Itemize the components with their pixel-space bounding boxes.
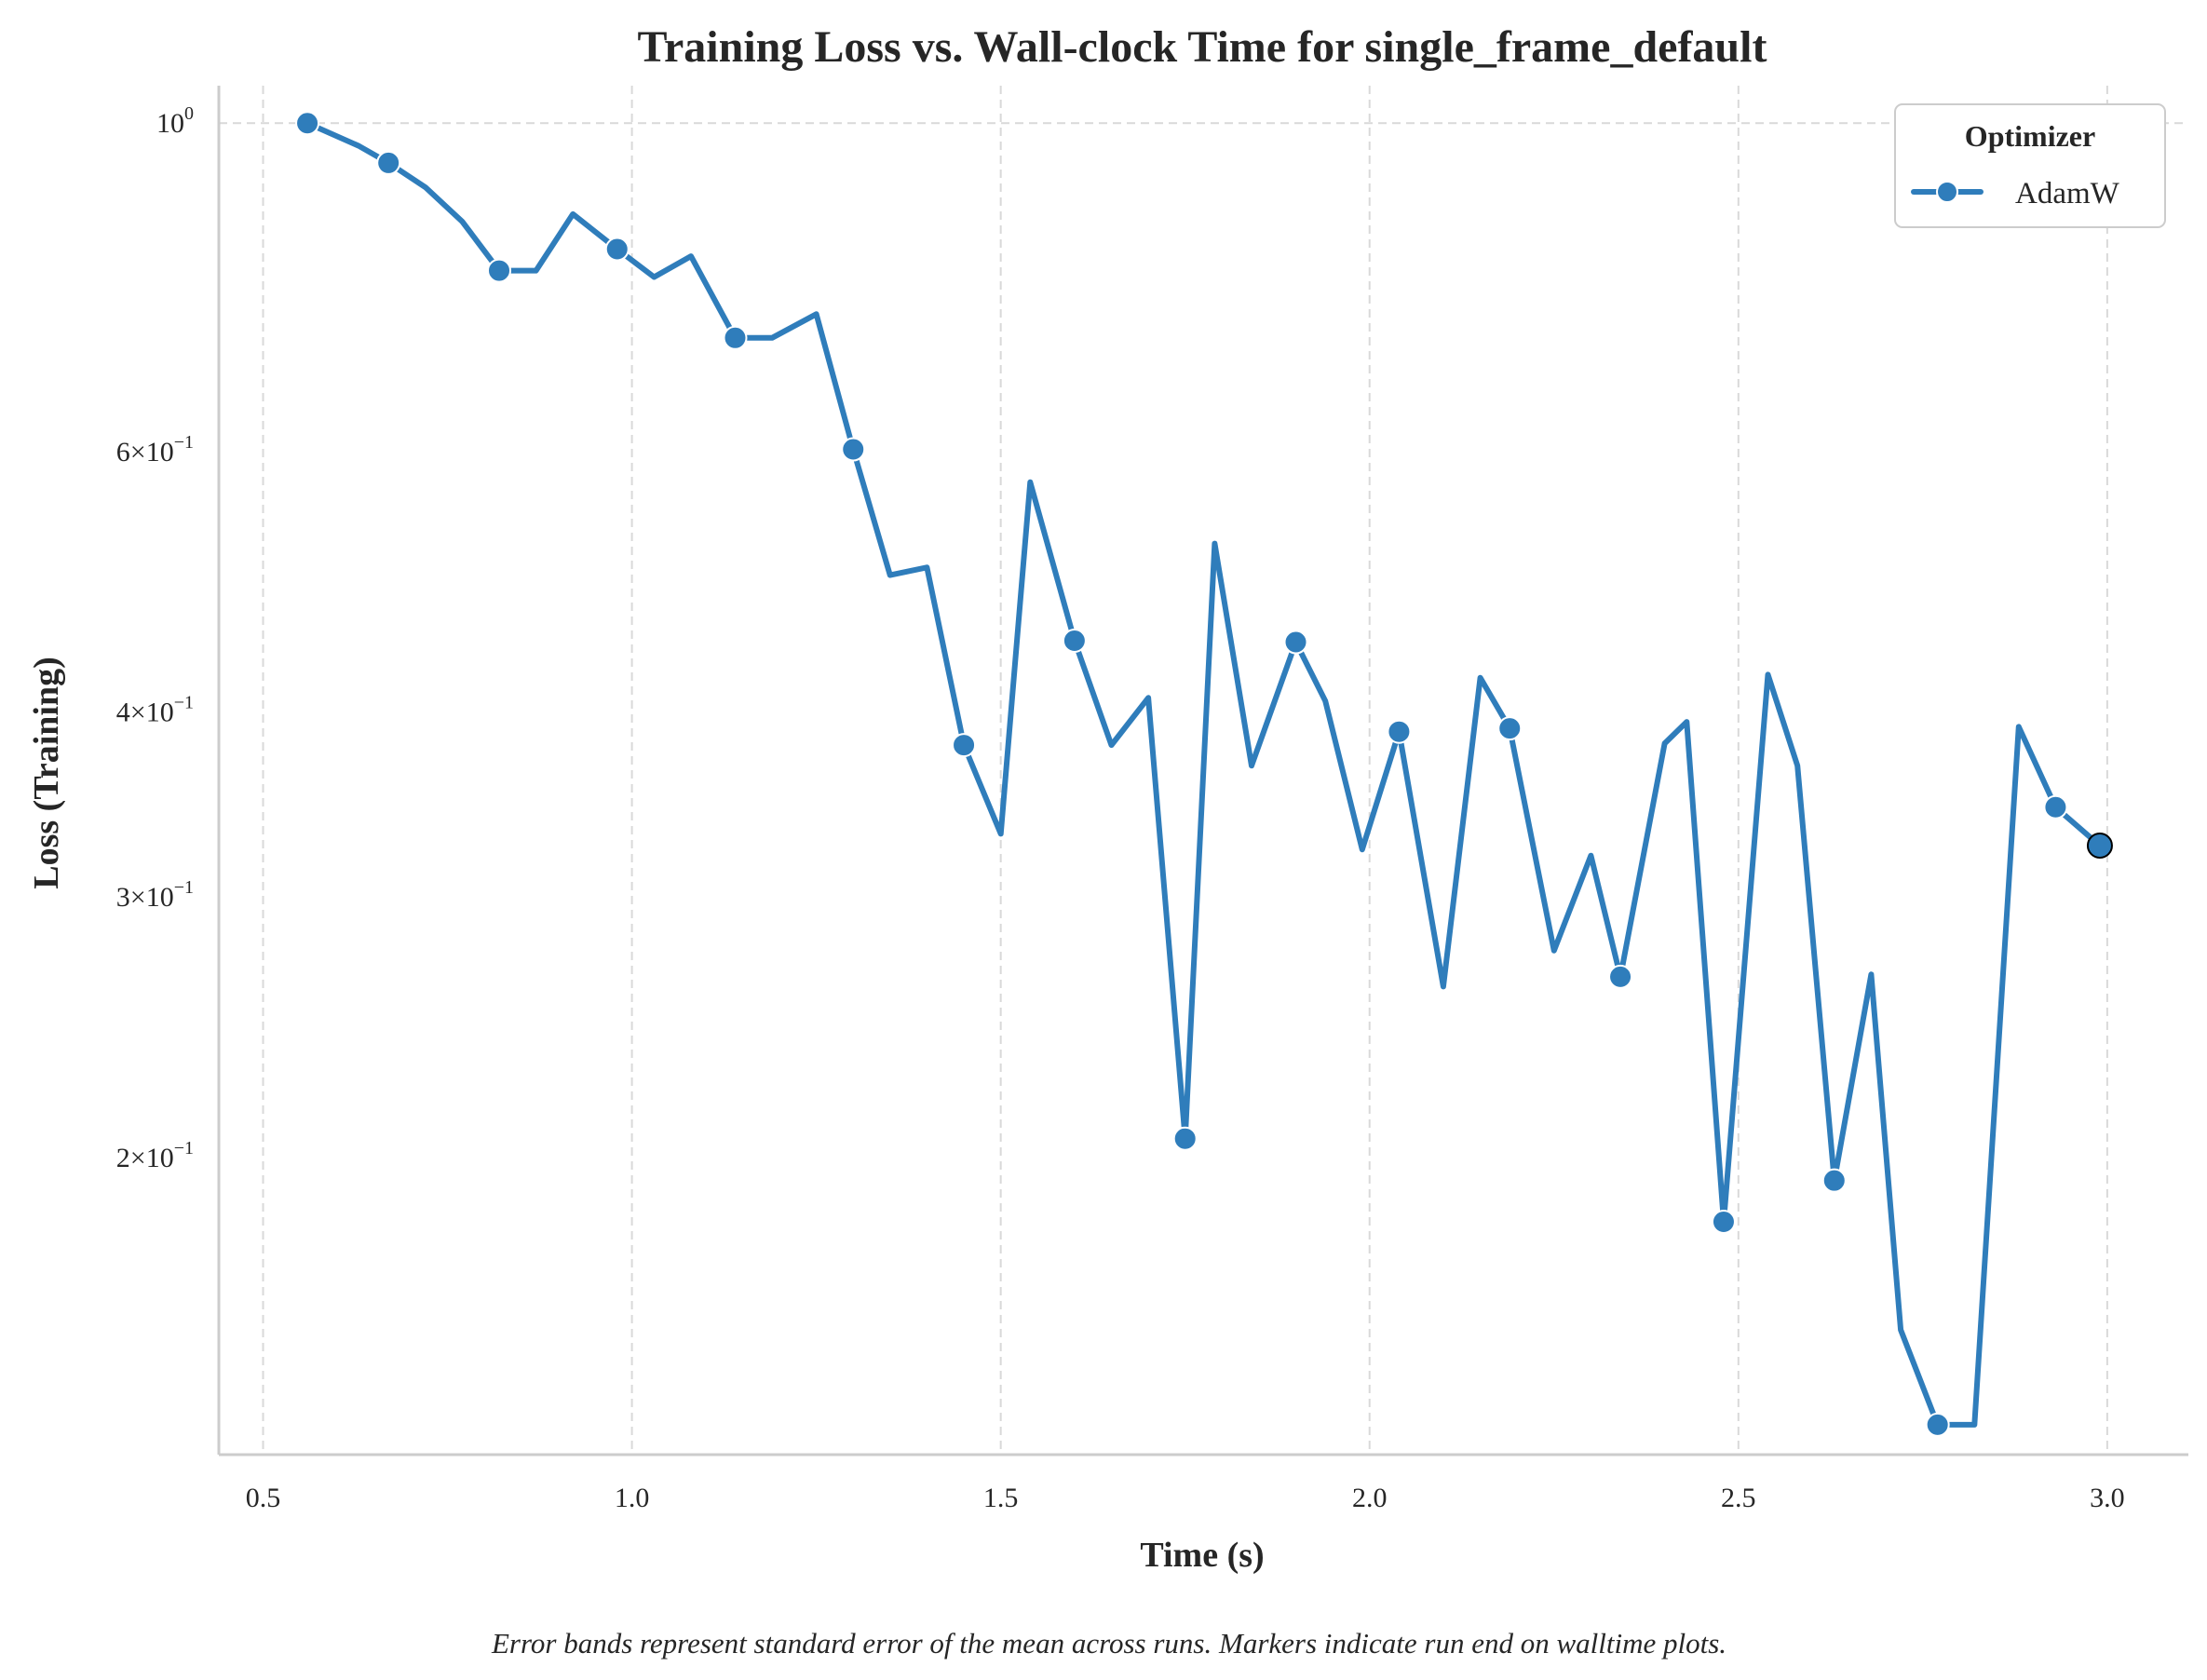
marker-point-9 bbox=[1283, 630, 1308, 655]
y-tick-label-0: 100 bbox=[156, 103, 194, 139]
marker-point-14 bbox=[1821, 1168, 1847, 1193]
legend-marker-adamw bbox=[1936, 181, 1958, 203]
y-tick-label-1: 6×10−1 bbox=[116, 432, 194, 467]
series-group bbox=[295, 111, 2113, 1437]
marker-point-4 bbox=[723, 325, 748, 350]
legend-box bbox=[1894, 103, 2166, 228]
marker-point-12 bbox=[1608, 964, 1633, 989]
marker-point-16 bbox=[2043, 794, 2068, 820]
legend-title: Optimizer bbox=[1965, 119, 2095, 153]
marker-point-3 bbox=[604, 237, 630, 262]
marker-point-13 bbox=[1711, 1209, 1736, 1234]
x-tick-label-2: 1.5 bbox=[983, 1483, 1019, 1513]
marker-point-6 bbox=[952, 733, 977, 758]
axes bbox=[217, 86, 2188, 1456]
chart-title: Training Loss vs. Wall-clock Time for si… bbox=[638, 22, 1767, 72]
marker-point-5 bbox=[841, 437, 866, 462]
y-axis-ticks: 100 6×10−1 4×10−1 3×10−1 2×10−1 bbox=[116, 103, 194, 1173]
marker-point-2 bbox=[487, 258, 512, 283]
x-tick-label-1: 1.0 bbox=[615, 1483, 650, 1513]
x-tick-label-4: 2.5 bbox=[1721, 1483, 1756, 1513]
y-tick-label-3: 3×10−1 bbox=[116, 877, 194, 913]
y-axis-label: Loss (Training) bbox=[27, 657, 66, 889]
grid bbox=[219, 86, 2188, 1455]
marker-point-8 bbox=[1172, 1126, 1198, 1151]
marker-point-10 bbox=[1387, 719, 1412, 744]
legend: Optimizer AdamW bbox=[1894, 103, 2166, 228]
y-tick-label-4: 2×10−1 bbox=[116, 1138, 194, 1173]
marker-point-15 bbox=[1925, 1412, 1950, 1437]
x-tick-label-3: 2.0 bbox=[1352, 1483, 1388, 1513]
legend-label-adamw: AdamW bbox=[2015, 177, 2120, 210]
marker-point-1 bbox=[376, 150, 401, 175]
run-end-marker bbox=[2086, 832, 2113, 859]
x-axis-ticks: 0.5 1.0 1.5 2.0 2.5 3.0 bbox=[246, 1483, 2125, 1513]
series-line-adamw bbox=[305, 120, 2103, 1428]
marker-point-7 bbox=[1062, 628, 1087, 653]
x-tick-label-0: 0.5 bbox=[246, 1483, 281, 1513]
marker-point-11 bbox=[1497, 716, 1523, 741]
x-tick-label-5: 3.0 bbox=[2090, 1483, 2125, 1513]
y-tick-label-2: 4×10−1 bbox=[116, 693, 194, 728]
x-axis-label: Time (s) bbox=[1140, 1536, 1264, 1575]
marker-point-0 bbox=[295, 111, 320, 136]
chart-caption: Error bands represent standard error of … bbox=[491, 1627, 1726, 1660]
